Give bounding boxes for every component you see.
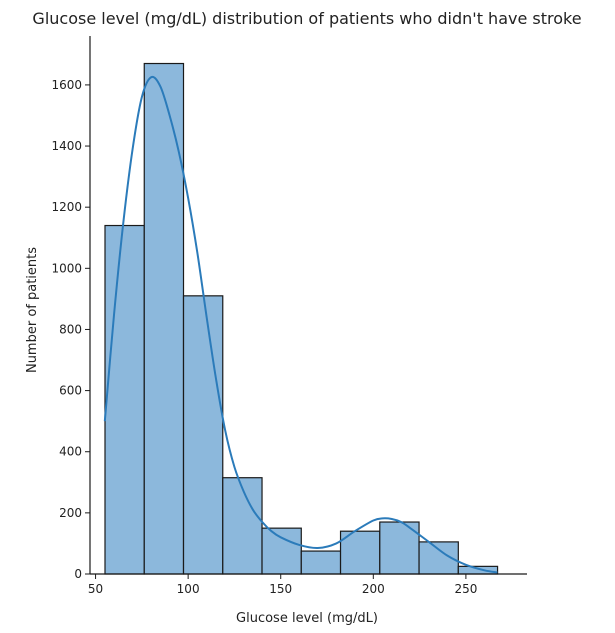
kde-curve-layer bbox=[103, 75, 498, 574]
histogram-bar-4 bbox=[222, 477, 263, 575]
x-axis-label: Glucose level (mg/dL) bbox=[236, 611, 378, 626]
y-tick-label: 0 bbox=[74, 567, 82, 581]
y-tick-label: 1200 bbox=[51, 200, 82, 214]
y-tick-label: 1000 bbox=[51, 261, 82, 275]
histogram-bar-6 bbox=[300, 550, 342, 575]
histogram-bar-1 bbox=[104, 224, 145, 575]
y-tick-label: 600 bbox=[59, 384, 82, 398]
chart-title: Glucose level (mg/dL) distribution of pa… bbox=[32, 9, 581, 28]
x-tick-label: 50 bbox=[88, 582, 103, 596]
x-tick-label: 200 bbox=[362, 582, 385, 596]
histogram-bars bbox=[104, 62, 499, 575]
y-tick-label: 800 bbox=[59, 322, 82, 336]
histogram-bar-2 bbox=[143, 62, 185, 575]
y-tick-label: 1400 bbox=[51, 139, 82, 153]
histogram-bar-3 bbox=[182, 295, 224, 575]
y-tick-label: 400 bbox=[59, 445, 82, 459]
histogram-bar-7 bbox=[339, 530, 381, 575]
kde-curve bbox=[103, 75, 498, 574]
histogram-bar-10 bbox=[457, 565, 499, 575]
x-tick-label: 250 bbox=[454, 582, 477, 596]
y-tick-label: 200 bbox=[59, 506, 82, 520]
axes: 0 200 400 600 800 1000 1200 1400 1600 50 100 150 200… bbox=[51, 36, 527, 596]
y-tick-label: 1600 bbox=[51, 78, 82, 92]
x-tick-label: 100 bbox=[177, 582, 200, 596]
y-axis-label: Number of patients bbox=[25, 247, 40, 373]
histogram-bar-5 bbox=[261, 527, 302, 575]
x-tick-label: 150 bbox=[269, 582, 292, 596]
